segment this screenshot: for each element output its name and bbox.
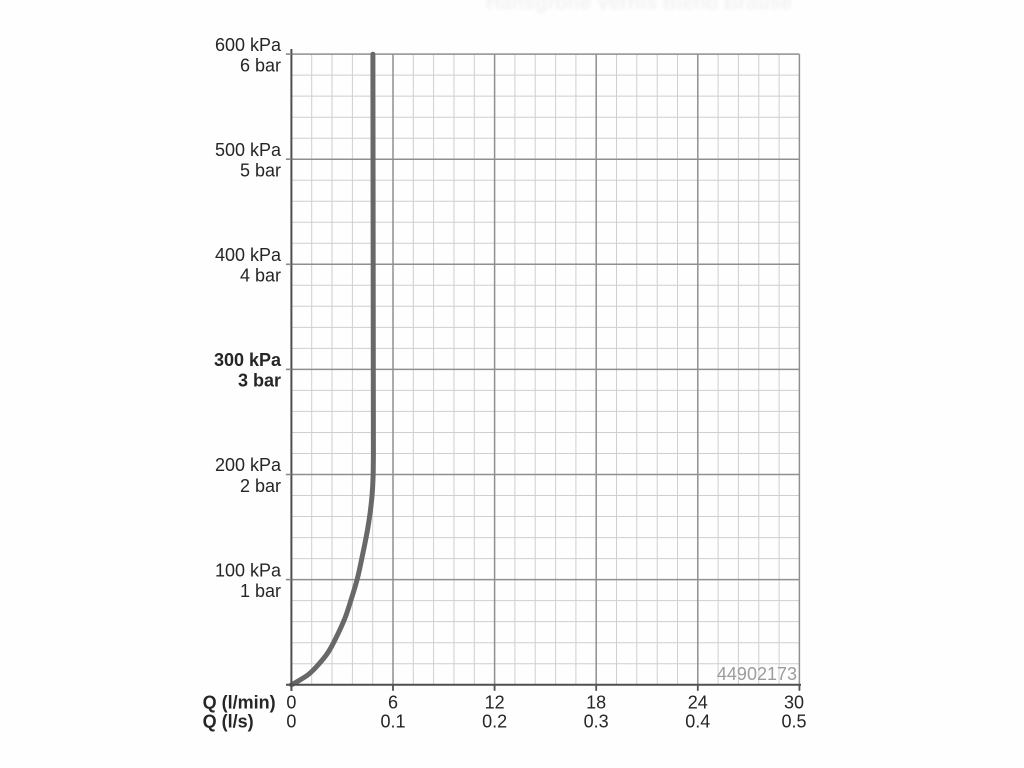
svg-text:Hansgrohe Vernis Blend Brause: Hansgrohe Vernis Blend Brause: [486, 0, 792, 14]
svg-text:100 kPa: 100 kPa: [215, 560, 282, 580]
svg-text:12: 12: [485, 693, 505, 713]
svg-text:6: 6: [388, 693, 398, 713]
svg-text:30: 30: [784, 693, 804, 713]
svg-text:0.4: 0.4: [685, 712, 710, 732]
svg-text:600 kPa: 600 kPa: [215, 35, 282, 55]
svg-text:300 kPa: 300 kPa: [214, 350, 282, 370]
svg-text:0.2: 0.2: [482, 712, 507, 732]
svg-text:0.5: 0.5: [781, 712, 806, 732]
svg-text:44902173: 44902173: [717, 664, 797, 684]
svg-text:5 bar: 5 bar: [240, 161, 281, 181]
svg-text:0: 0: [286, 712, 296, 732]
svg-text:Q (l/min): Q (l/min): [203, 693, 276, 713]
svg-text:6 bar: 6 bar: [240, 55, 281, 75]
svg-text:Q (l/s): Q (l/s): [203, 712, 254, 732]
svg-text:500 kPa: 500 kPa: [215, 140, 282, 160]
svg-text:0.3: 0.3: [584, 712, 609, 732]
svg-text:1 bar: 1 bar: [240, 581, 281, 601]
svg-text:200 kPa: 200 kPa: [215, 455, 282, 475]
svg-text:400 kPa: 400 kPa: [215, 245, 282, 265]
svg-text:4 bar: 4 bar: [240, 266, 281, 286]
svg-text:3 bar: 3 bar: [238, 371, 281, 391]
svg-text:24: 24: [688, 693, 708, 713]
svg-text:18: 18: [586, 693, 606, 713]
svg-text:0: 0: [286, 693, 296, 713]
svg-text:2 bar: 2 bar: [240, 476, 281, 496]
svg-text:0.1: 0.1: [380, 712, 405, 732]
